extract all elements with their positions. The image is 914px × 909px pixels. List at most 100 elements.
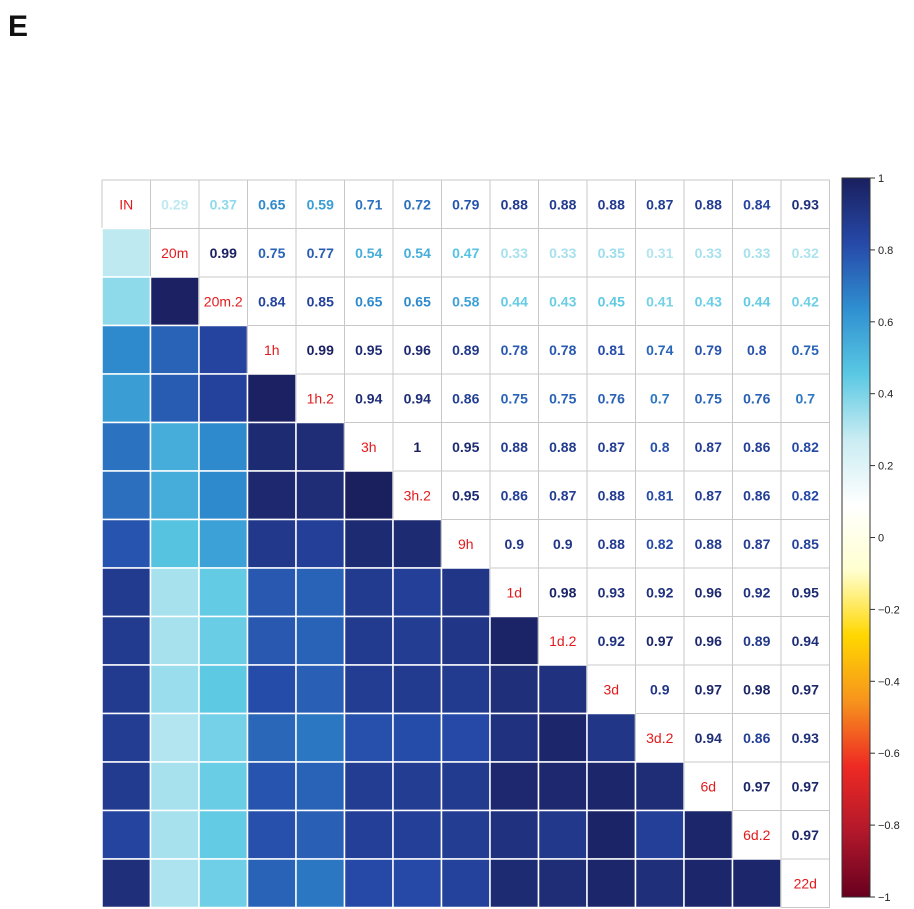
correlation-value: 0.97 xyxy=(743,778,770,794)
heatmap-cell xyxy=(343,567,394,618)
heatmap-cell xyxy=(780,761,830,811)
correlation-value: 0.88 xyxy=(598,196,625,212)
heatmap-cell xyxy=(537,858,588,909)
heatmap-cell xyxy=(489,276,539,326)
correlation-value: 0.87 xyxy=(695,487,722,503)
correlation-value: 0.33 xyxy=(743,245,770,261)
heatmap-cell xyxy=(149,761,200,812)
correlation-value: 0.9 xyxy=(505,536,525,552)
correlation-value: 0.89 xyxy=(452,342,479,358)
correlation-value: 0.9 xyxy=(553,536,573,552)
heatmap-cell xyxy=(635,567,685,617)
heatmap-cell xyxy=(198,858,249,909)
heatmap-cell xyxy=(295,518,346,569)
heatmap-cell xyxy=(780,325,830,375)
heatmap-cell xyxy=(634,858,685,909)
correlation-value: 0.95 xyxy=(452,439,479,455)
correlation-value: 0.97 xyxy=(792,778,819,794)
correlation-value: 0.84 xyxy=(258,293,285,309)
correlation-value: 0.78 xyxy=(501,342,528,358)
correlation-value: 0.33 xyxy=(695,245,722,261)
correlation-value: 0.75 xyxy=(695,390,722,406)
correlation-value: 0.33 xyxy=(501,245,528,261)
heatmap-cell xyxy=(295,421,346,472)
heatmap-cell xyxy=(586,712,637,763)
heatmap-cell xyxy=(343,712,394,763)
heatmap-cell xyxy=(634,761,685,812)
heatmap-cell xyxy=(344,325,394,375)
correlation-value: 0.96 xyxy=(695,633,722,649)
correlation-value: 0.65 xyxy=(355,293,382,309)
colorbar-tick-label: −0.6 xyxy=(878,748,900,760)
heatmap-cell xyxy=(392,373,442,423)
correlation-value: 0.59 xyxy=(307,196,334,212)
heatmap-cell xyxy=(392,470,442,520)
heatmap-cell xyxy=(537,712,588,763)
diagonal-label: 1d xyxy=(506,584,522,600)
correlation-value: 0.7 xyxy=(650,390,670,406)
heatmap-cell xyxy=(392,858,443,909)
colorbar-tick-label: 0.4 xyxy=(878,389,893,401)
heatmap-cell xyxy=(440,858,491,909)
correlation-value: 0.86 xyxy=(743,439,770,455)
heatmap-cell xyxy=(295,761,346,812)
heatmap-cell xyxy=(489,809,540,860)
heatmap-cell xyxy=(198,518,249,569)
correlation-value: 0.82 xyxy=(792,487,819,503)
correlation-value: 0.94 xyxy=(404,390,431,406)
heatmap-cell xyxy=(149,858,200,909)
heatmap-cell xyxy=(683,325,733,375)
heatmap-cell xyxy=(634,809,685,860)
heatmap-cell xyxy=(246,373,297,424)
correlation-value: 0.88 xyxy=(598,487,625,503)
correlation-value: 0.8 xyxy=(650,439,670,455)
heatmap-cell xyxy=(538,179,588,229)
heatmap-cell xyxy=(101,567,152,618)
heatmap-cell xyxy=(343,470,394,521)
heatmap-cell xyxy=(247,276,297,326)
heatmap-cell xyxy=(440,567,491,618)
colorbar-tick-label: −0.8 xyxy=(878,820,900,832)
heatmap-cell xyxy=(489,664,540,715)
correlation-value: 0.92 xyxy=(646,584,673,600)
correlation-value: 0.87 xyxy=(743,536,770,552)
correlation-value: 0.92 xyxy=(743,584,770,600)
heatmap-cell xyxy=(732,276,782,326)
colorbar-tick-label: 0 xyxy=(878,533,884,545)
correlation-value: 0.87 xyxy=(549,487,576,503)
heatmap-cell xyxy=(635,179,685,229)
heatmap-cell xyxy=(635,325,685,375)
heatmap-cell xyxy=(343,664,394,715)
heatmap-cell xyxy=(441,422,491,472)
heatmap-cell xyxy=(101,227,152,278)
correlation-value: 0.37 xyxy=(210,196,237,212)
correlation-value: 0.75 xyxy=(792,342,819,358)
heatmap-cell xyxy=(246,421,297,472)
correlation-value: 0.88 xyxy=(501,196,528,212)
diagonal-label: 9h xyxy=(458,536,474,552)
heatmap-cell xyxy=(149,664,200,715)
heatmap-cell xyxy=(538,567,588,617)
correlation-value: 0.94 xyxy=(355,390,382,406)
heatmap-cell xyxy=(295,567,346,618)
colorbar-tick-label: −0.4 xyxy=(878,676,900,688)
heatmap-cell xyxy=(586,325,636,375)
diagonal-label: 3d xyxy=(603,681,619,697)
heatmap-cell xyxy=(780,470,830,520)
correlation-value: 0.76 xyxy=(743,390,770,406)
heatmap-cell xyxy=(732,325,782,375)
correlation-value: 0.96 xyxy=(695,584,722,600)
heatmap-cell xyxy=(635,422,685,472)
correlation-value: 0.75 xyxy=(258,245,285,261)
correlation-value: 0.45 xyxy=(598,293,625,309)
heatmap-cell xyxy=(635,616,685,666)
correlation-value: 0.98 xyxy=(743,681,770,697)
correlation-value: 0.97 xyxy=(792,681,819,697)
heatmap-cell xyxy=(149,470,200,521)
colorbar-tick-label: 1 xyxy=(878,173,884,185)
heatmap-cell xyxy=(489,615,540,666)
correlation-value: 0.87 xyxy=(598,439,625,455)
correlation-value: 0.86 xyxy=(452,390,479,406)
correlation-value: 0.76 xyxy=(598,390,625,406)
heatmap-cell xyxy=(295,615,346,666)
